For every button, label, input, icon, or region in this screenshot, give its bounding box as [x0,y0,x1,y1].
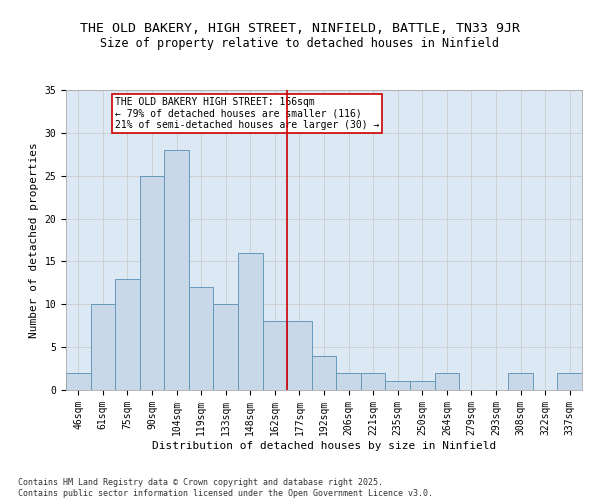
Bar [312,356,336,390]
Y-axis label: Number of detached properties: Number of detached properties [29,142,39,338]
Text: Size of property relative to detached houses in Ninfield: Size of property relative to detached ho… [101,38,499,51]
Bar [508,373,533,390]
Bar [115,278,140,390]
Bar [385,382,410,390]
Bar [140,176,164,390]
Bar [164,150,189,390]
Bar [66,373,91,390]
Bar [287,322,312,390]
Bar [434,373,459,390]
Text: Contains HM Land Registry data © Crown copyright and database right 2025.
Contai: Contains HM Land Registry data © Crown c… [18,478,433,498]
Bar [214,304,238,390]
X-axis label: Distribution of detached houses by size in Ninfield: Distribution of detached houses by size … [152,440,496,450]
Bar [91,304,115,390]
Bar [361,373,385,390]
Bar [410,382,434,390]
Bar [263,322,287,390]
Bar [336,373,361,390]
Text: THE OLD BAKERY HIGH STREET: 166sqm
← 79% of detached houses are smaller (116)
21: THE OLD BAKERY HIGH STREET: 166sqm ← 79%… [115,97,380,130]
Bar [189,287,214,390]
Bar [238,253,263,390]
Text: THE OLD BAKERY, HIGH STREET, NINFIELD, BATTLE, TN33 9JR: THE OLD BAKERY, HIGH STREET, NINFIELD, B… [80,22,520,36]
Bar [557,373,582,390]
